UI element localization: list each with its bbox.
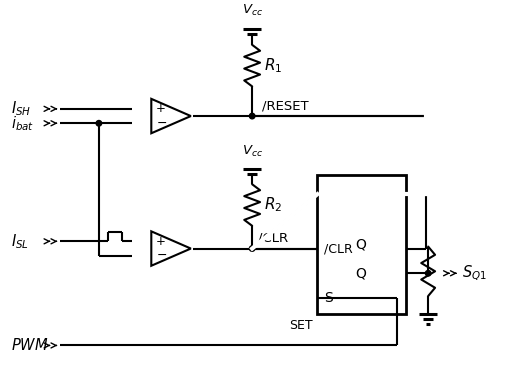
Text: /RESET: /RESET	[262, 99, 309, 112]
Circle shape	[250, 246, 255, 251]
Text: +: +	[156, 102, 166, 116]
Text: Q: Q	[355, 266, 366, 280]
Text: $V_{cc}$: $V_{cc}$	[242, 144, 263, 159]
Text: +: +	[156, 235, 166, 248]
Text: $V_{cc}$: $V_{cc}$	[242, 3, 263, 18]
Circle shape	[96, 121, 102, 126]
Circle shape	[250, 113, 255, 119]
Circle shape	[426, 271, 431, 276]
Text: $R_2$: $R_2$	[264, 196, 282, 214]
Text: $I_{SH}$: $I_{SH}$	[11, 99, 31, 118]
Text: $I_{SL}$: $I_{SL}$	[11, 232, 29, 251]
Text: SET: SET	[289, 319, 312, 331]
Text: −: −	[156, 117, 167, 130]
Text: /CLR: /CLR	[258, 232, 288, 244]
Text: Q: Q	[355, 238, 366, 251]
Text: $i_{bat}$: $i_{bat}$	[11, 114, 34, 132]
Text: /CLR: /CLR	[325, 242, 353, 255]
Text: −: −	[156, 249, 167, 262]
Text: $S_{Q1}$: $S_{Q1}$	[462, 264, 487, 283]
Text: $R_1$: $R_1$	[264, 56, 282, 75]
Text: S: S	[325, 291, 333, 305]
Bar	[318, 176, 406, 314]
Text: $PWM$: $PWM$	[11, 337, 48, 353]
